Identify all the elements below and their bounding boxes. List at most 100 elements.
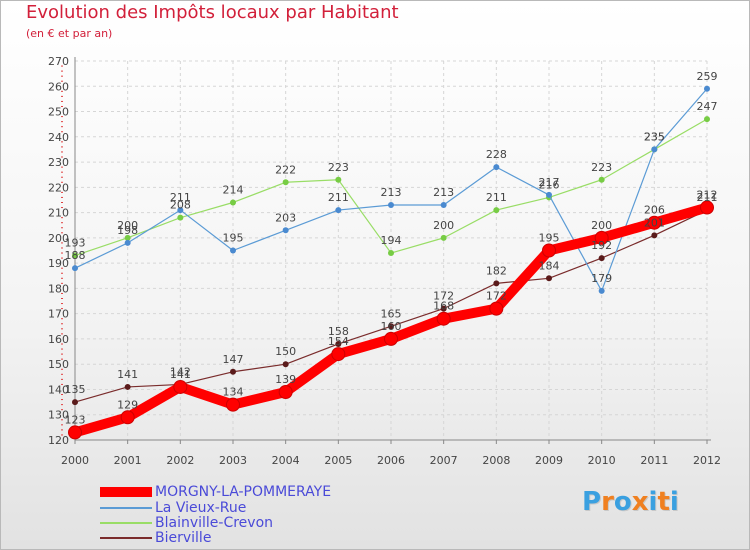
legend-item-blainville-crevon: Blainville-Crevon — [100, 515, 273, 531]
data-point — [226, 397, 240, 412]
legend-swatch — [100, 507, 152, 509]
data-label: 134 — [223, 386, 244, 399]
legend-label: MORGNY-LA-POMMERAYE — [155, 484, 332, 500]
data-label: 165 — [381, 307, 402, 320]
data-label: 193 — [65, 237, 86, 250]
y-tick-label: 260 — [48, 80, 69, 93]
data-label: 235 — [644, 130, 665, 143]
data-label: 222 — [275, 163, 296, 176]
data-label: 211 — [170, 191, 191, 204]
data-label: 182 — [486, 264, 507, 277]
brand-logo: Proxiti — [582, 487, 679, 517]
data-label: 211 — [697, 191, 718, 204]
data-point — [546, 191, 552, 198]
data-point — [440, 234, 447, 241]
data-label: 188 — [65, 249, 86, 262]
data-point — [388, 250, 394, 257]
y-tick-label: 150 — [48, 358, 69, 371]
data-label: 129 — [117, 398, 138, 411]
series-group — [68, 85, 714, 440]
data-label: 141 — [117, 368, 138, 381]
line-chart: 120 130 140 150 160 170 180 190 200 210 220 230 240 2… — [48, 55, 721, 467]
data-label: 160 — [381, 320, 402, 333]
data-label: 247 — [697, 100, 718, 113]
data-point — [704, 85, 710, 92]
legend-swatch — [100, 487, 152, 497]
data-point — [72, 252, 78, 259]
y-tick-label: 250 — [48, 106, 69, 119]
data-label: 211 — [328, 191, 349, 204]
data-point — [388, 202, 394, 209]
data-label: 203 — [275, 211, 296, 224]
data-label: 213 — [381, 186, 402, 199]
data-label: 141 — [170, 368, 191, 381]
data-point — [489, 301, 504, 316]
x-tick-label: 2012 — [693, 454, 721, 467]
data-point — [704, 116, 710, 123]
data-point — [384, 331, 398, 346]
data-label: 212 — [697, 189, 718, 202]
data-label: 195 — [223, 232, 244, 245]
data-point — [68, 425, 82, 440]
x-tick-label: 2000 — [61, 454, 89, 467]
y-tick-label: 180 — [48, 282, 69, 295]
x-tick-label: 2007 — [430, 454, 458, 467]
brand-letter: r — [601, 487, 614, 517]
y-tick-label: 200 — [48, 232, 69, 245]
legend-swatch — [100, 522, 152, 524]
data-point — [493, 164, 500, 171]
data-point — [388, 323, 394, 330]
data-label: 192 — [591, 239, 612, 252]
x-tick-label: 2006 — [377, 454, 405, 467]
y-tick-label: 230 — [48, 156, 69, 169]
data-label: 142 — [170, 365, 191, 378]
y-tick-label: 170 — [48, 308, 69, 321]
data-label: 135 — [65, 383, 86, 396]
data-label: 228 — [486, 148, 507, 161]
data-point — [335, 176, 342, 183]
data-label: 223 — [328, 161, 349, 174]
legend-item-la-vieux-rue: La Vieux-Rue — [100, 500, 246, 516]
data-point — [335, 340, 342, 347]
brand-letter: x — [631, 487, 649, 517]
data-point — [440, 305, 447, 312]
data-label: 206 — [644, 204, 665, 217]
x-tick-label: 2010 — [588, 454, 616, 467]
y-tick-label: 120 — [48, 434, 69, 447]
y-tick-label: 130 — [48, 409, 69, 422]
data-point — [278, 384, 293, 399]
x-tick-label: 2005 — [324, 454, 352, 467]
legend-label: Blainville-Crevon — [155, 515, 274, 531]
brand-letter: t — [657, 487, 670, 517]
data-labels: 1231291411341391541601681721952002062121… — [65, 70, 718, 427]
data-label: 223 — [591, 161, 612, 174]
data-point — [647, 215, 662, 230]
data-point — [72, 265, 78, 272]
data-label: 195 — [539, 232, 560, 245]
data-point — [598, 287, 605, 294]
data-point — [230, 199, 236, 206]
legend-swatch — [100, 537, 152, 539]
data-label: 158 — [328, 325, 349, 338]
data-point — [700, 200, 714, 215]
legend-label: La Vieux-Rue — [155, 500, 247, 516]
data-point — [124, 383, 131, 390]
x-tick-label: 2004 — [272, 454, 300, 467]
data-point — [230, 368, 236, 375]
legend-item-morgny: MORGNY-LA-POMMERAYE — [100, 484, 331, 500]
chart-title: Evolution des Impôts locaux par Habitant — [26, 2, 399, 23]
y-tick-label: 160 — [48, 333, 69, 346]
x-tick-label: 2002 — [166, 454, 194, 467]
x-tick-label: 2008 — [482, 454, 510, 467]
data-point — [230, 247, 236, 254]
data-point — [542, 243, 556, 258]
chart-subtitle: (en € et par an) — [26, 27, 113, 40]
data-point — [651, 146, 658, 153]
data-point — [282, 179, 289, 186]
legend-label: Bierville — [155, 530, 212, 546]
data-label: 123 — [65, 413, 86, 426]
data-point — [120, 410, 135, 425]
data-label: 172 — [433, 290, 454, 303]
data-label: 154 — [328, 335, 349, 348]
data-label: 213 — [433, 186, 454, 199]
